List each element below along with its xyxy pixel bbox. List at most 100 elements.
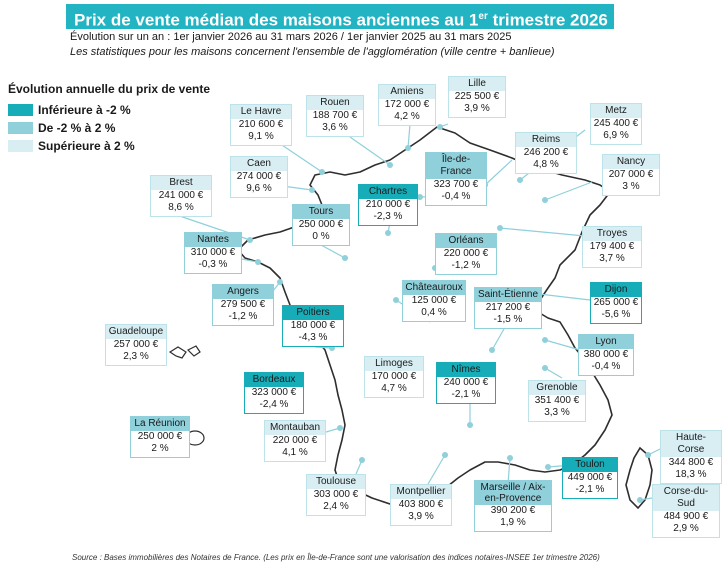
city-price: 210 000 € (365, 199, 411, 210)
city-label-chateauroux: Châteauroux 125 000 € 0,4 % (402, 280, 466, 322)
legend-item-low: Inférieure à -2 % (8, 103, 131, 117)
city-variation: 3,6 % (322, 122, 348, 133)
city-label-la-reunion: La Réunion 250 000 € 2 % (130, 416, 190, 458)
city-label-haute-corse: Haute-Corse 344 800 € 18,3 % (660, 430, 722, 484)
city-price: 188 700 € (312, 110, 358, 121)
city-name: Toulon (563, 458, 617, 472)
city-variation: 3,9 % (464, 103, 490, 114)
city-price: 274 000 € (236, 171, 282, 182)
city-price: 210 600 € (238, 119, 284, 130)
city-label-bordeaux: Bordeaux 323 000 € -2,4 % (244, 372, 304, 414)
city-variation: 3,7 % (599, 253, 625, 264)
city-price: 125 000 € (411, 295, 457, 306)
city-name: Rouen (307, 96, 363, 110)
city-price: 207 000 € (608, 169, 654, 180)
city-name: Reims (516, 133, 576, 147)
legend-swatch-low (8, 104, 33, 116)
city-variation: 8,6 % (168, 202, 194, 213)
city-name: Tours (293, 205, 349, 219)
city-variation: 9,6 % (246, 183, 272, 194)
city-label-lille: Lille 225 500 € 3,9 % (448, 76, 506, 118)
city-label-nancy: Nancy 207 000 € 3 % (602, 154, 660, 196)
city-price: 303 000 € (313, 489, 359, 500)
city-variation: 3 % (622, 181, 640, 192)
city-variation: 2,3 % (123, 351, 149, 362)
city-name: Toulouse (307, 475, 365, 489)
city-price: 449 000 € (567, 472, 613, 483)
city-price: 323 000 € (251, 387, 297, 398)
city-label-le-havre: Le Havre 210 600 € 9,1 % (230, 104, 292, 146)
city-name: Lyon (579, 335, 633, 349)
city-variation: 2,4 % (323, 501, 349, 512)
map-title: Prix de vente médian des maisons ancienn… (66, 4, 614, 30)
title-end: trimestre 2026 (487, 10, 608, 30)
city-name: La Réunion (131, 417, 189, 431)
city-variation: 2 % (151, 443, 169, 454)
city-label-dijon: Dijon 265 000 € -5,6 % (590, 282, 642, 324)
city-variation: 18,3 % (675, 469, 707, 480)
city-variation: -1,2 % (228, 311, 258, 322)
city-variation: -1,5 % (493, 314, 523, 325)
city-name: Guadeloupe (106, 325, 166, 339)
city-name: Poitiers (283, 306, 343, 320)
city-variation: -0,4 % (591, 361, 621, 372)
city-label-tours: Tours 250 000 € 0 % (292, 204, 350, 246)
city-label-lyon: Lyon 380 000 € -0,4 % (578, 334, 634, 376)
city-label-poitiers: Poitiers 180 000 € -4,3 % (282, 305, 344, 347)
city-price: 180 000 € (290, 320, 336, 331)
city-label-nantes: Nantes 310 000 € -0,3 % (184, 232, 242, 274)
city-variation: 1,9 % (500, 517, 526, 528)
city-price: 250 000 € (298, 219, 344, 230)
city-name: Montauban (265, 421, 325, 435)
subtitle-scope: Les statistiques pour les maisons concer… (70, 46, 555, 58)
city-label-grenoble: Grenoble 351 400 € 3,3 % (528, 380, 586, 422)
city-label-troyes: Troyes 179 400 € 3,7 % (582, 226, 642, 268)
city-name: Brest (151, 176, 211, 190)
city-label-montauban: Montauban 220 000 € 4,1 % (264, 420, 326, 462)
legend-item-high: Supérieure à 2 % (8, 139, 135, 153)
city-price: 250 000 € (137, 431, 183, 442)
city-name: Nancy (603, 155, 659, 169)
guadeloupe-outline (168, 345, 201, 359)
city-price: 225 500 € (454, 91, 500, 102)
city-price: 170 000 € (371, 371, 417, 382)
city-name: Haute-Corse (661, 431, 721, 457)
city-price: 403 800 € (398, 499, 444, 510)
city-variation: 4,8 % (533, 159, 559, 170)
legend-title: Évolution annuelle du prix de vente (8, 82, 211, 96)
city-variation: 0 % (312, 231, 330, 242)
city-variation: 9,1 % (248, 131, 274, 142)
city-price: 220 000 € (272, 435, 318, 446)
city-variation: -2,1 % (575, 484, 605, 495)
legend-label-high: Supérieure à 2 % (38, 139, 135, 153)
city-variation: 3,9 % (408, 511, 434, 522)
title-main: Prix de vente médian des maisons ancienn… (74, 10, 479, 30)
city-price: 246 200 € (523, 147, 569, 158)
city-variation: -5,6 % (601, 309, 631, 320)
city-variation: 2,9 % (673, 523, 699, 534)
city-name: Nîmes (437, 363, 495, 377)
city-name: Saint-Étienne (475, 288, 541, 302)
city-label-brest: Brest 241 000 € 8,6 % (150, 175, 212, 217)
corsica-outline (625, 446, 653, 510)
city-label-angers: Angers 279 500 € -1,2 % (212, 284, 274, 326)
city-price: 351 400 € (534, 395, 580, 406)
city-name: Metz (591, 104, 641, 118)
city-price: 179 400 € (589, 241, 635, 252)
city-name: Chartres (359, 185, 417, 199)
city-name: Caen (231, 157, 287, 171)
title-sup: er (478, 11, 488, 22)
city-label-montpellier: Montpellier 403 800 € 3,9 % (390, 484, 452, 526)
city-price: 172 000 € (384, 99, 430, 110)
city-name: Limoges (365, 357, 423, 371)
city-variation: 6,9 % (603, 130, 629, 141)
city-variation: -0,3 % (198, 259, 228, 270)
city-price: 241 000 € (158, 190, 204, 201)
city-price: 390 200 € (490, 505, 536, 516)
city-price: 245 400 € (593, 118, 639, 129)
city-price: 220 000 € (443, 248, 489, 259)
city-label-rouen: Rouen 188 700 € 3,6 % (306, 95, 364, 137)
city-variation: -1,2 % (451, 260, 481, 271)
city-name: Bordeaux (245, 373, 303, 387)
city-price: 217 200 € (485, 302, 531, 313)
